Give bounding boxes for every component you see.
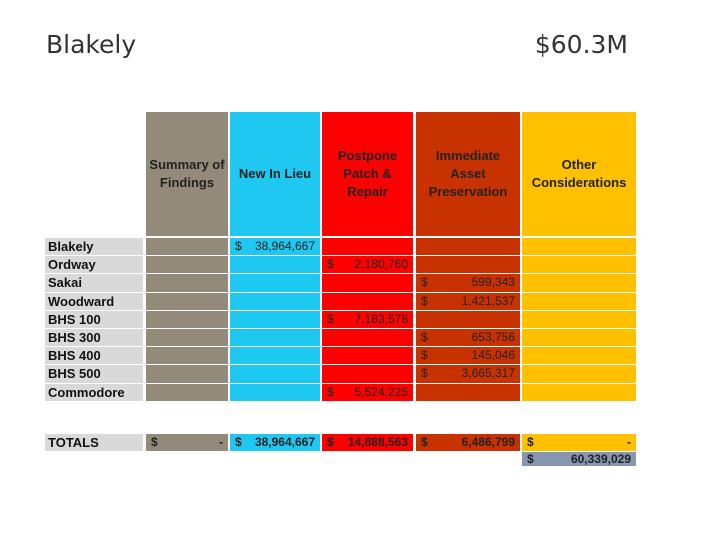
amount: 7,183,578 (354, 311, 408, 326)
cell (522, 365, 636, 383)
cell (230, 310, 320, 328)
cell (146, 292, 228, 310)
cell (146, 347, 228, 365)
cell (146, 310, 228, 328)
total-cell: $14,888,563 (322, 434, 413, 451)
total-cell: $ - (146, 434, 228, 451)
currency: $ (527, 452, 534, 466)
currency: $ (327, 384, 334, 399)
cell (522, 238, 636, 256)
amount: 3,665,317 (461, 366, 515, 381)
slide-title: Blakely (46, 30, 137, 59)
currency: $ (527, 435, 534, 449)
amount: 14,888,563 (347, 435, 408, 449)
cell (522, 256, 636, 274)
cell (146, 238, 228, 256)
cell (230, 365, 320, 383)
cell (416, 256, 520, 274)
cell: $1,421,537 (416, 292, 520, 310)
row-label: Woodward (45, 292, 143, 310)
currency: $ (421, 293, 428, 308)
total-cell: $6,486,799 (416, 434, 520, 451)
cell (322, 274, 413, 292)
cell (522, 383, 636, 401)
cell (322, 292, 413, 310)
row-label: BHS 500 (45, 365, 143, 383)
amount: 653,756 (471, 330, 515, 344)
cell (322, 329, 413, 347)
cell (230, 292, 320, 310)
slide-amount: $60.3M (534, 30, 628, 59)
row-label: Blakely (45, 238, 143, 256)
amount: 38,964,667 (254, 239, 315, 253)
cell: $5,524,225 (322, 383, 413, 401)
cell: $599,343 (416, 274, 520, 292)
amount: 145,046 (471, 348, 515, 363)
cell (146, 365, 228, 383)
cell: $38,964,667 (230, 238, 320, 256)
cell (146, 256, 228, 274)
total-cell: $38,964,667 (230, 434, 320, 451)
cell (416, 383, 520, 401)
currency: $ (327, 257, 334, 272)
cell: $2,180,760 (322, 256, 413, 274)
amount: 60,339,029 (570, 452, 631, 466)
cell: $3,665,317 (416, 365, 520, 383)
currency: $ (421, 275, 428, 290)
total-cell: $ - (522, 434, 636, 451)
column-header: Other Considerations (522, 112, 636, 236)
column-header: Summary of Findings (146, 112, 228, 236)
totals-label: TOTALS (45, 434, 143, 451)
cell (522, 329, 636, 347)
row-label: BHS 100 (45, 310, 143, 328)
amount: - (219, 435, 223, 449)
cell (522, 292, 636, 310)
currency: $ (421, 435, 428, 449)
cell (522, 310, 636, 328)
cell (146, 329, 228, 347)
row-label: BHS 300 (45, 329, 143, 347)
cell: $145,046 (416, 347, 520, 365)
row-label: Sakai (45, 274, 143, 292)
currency: $ (151, 435, 158, 449)
currency: $ (235, 435, 242, 449)
amount: 2,180,760 (354, 257, 408, 272)
currency: $ (421, 348, 428, 363)
amount: 6,486,799 (461, 435, 515, 449)
row-label: Commodore (45, 383, 143, 401)
cell (522, 347, 636, 365)
cell (322, 365, 413, 383)
cell (416, 310, 520, 328)
cell (522, 274, 636, 292)
cell (322, 347, 413, 365)
grand-total: $60,339,029 (522, 452, 636, 466)
currency: $ (421, 330, 428, 344)
cell (230, 347, 320, 365)
column-header: New In Lieu (230, 112, 320, 236)
column-header: Immediate Asset Preservation (416, 112, 520, 236)
cell (230, 274, 320, 292)
currency: $ (235, 239, 242, 253)
amount: 1,421,537 (461, 293, 515, 308)
row-label: BHS 400 (45, 347, 143, 365)
currency: $ (327, 435, 334, 449)
cell (416, 238, 520, 256)
cell (230, 329, 320, 347)
row-label: Ordway (45, 256, 143, 274)
cell (322, 238, 413, 256)
amount: 5,524,225 (354, 384, 408, 399)
amount: 38,964,667 (254, 435, 315, 449)
currency: $ (327, 311, 334, 326)
cell (230, 383, 320, 401)
cell (230, 256, 320, 274)
cell (146, 274, 228, 292)
column-header: Postpone Patch & Repair (322, 112, 413, 236)
cell: $7,183,578 (322, 310, 413, 328)
currency: $ (421, 366, 428, 381)
cell (146, 383, 228, 401)
amount: 599,343 (471, 275, 515, 290)
amount: - (627, 435, 631, 449)
cell: $653,756 (416, 329, 520, 347)
